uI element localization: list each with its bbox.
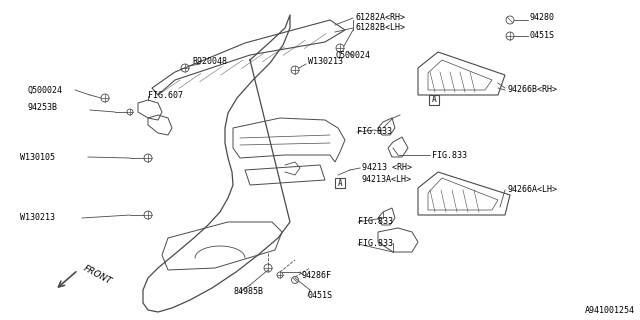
Text: A: A (338, 179, 342, 188)
Text: A: A (432, 95, 436, 105)
Text: W130105: W130105 (20, 153, 55, 162)
Text: Q500024: Q500024 (28, 85, 63, 94)
Text: R920048: R920048 (192, 58, 227, 67)
Text: 94253B: 94253B (28, 103, 58, 113)
Text: W130213: W130213 (308, 58, 343, 67)
Text: A941001254: A941001254 (585, 306, 635, 315)
Bar (335, 178, 345, 188)
Text: 94213 <RH>: 94213 <RH> (362, 164, 412, 172)
Text: 94280: 94280 (530, 13, 555, 22)
Text: 0451S: 0451S (530, 30, 555, 39)
Text: FIG.833: FIG.833 (358, 218, 393, 227)
Text: W130213: W130213 (20, 213, 55, 222)
Text: FIG.833: FIG.833 (358, 239, 393, 249)
Text: Q500024: Q500024 (335, 51, 370, 60)
Text: FRONT: FRONT (82, 264, 113, 286)
Text: FIG.607: FIG.607 (148, 92, 183, 100)
Bar (429, 95, 439, 105)
Text: 94213A<LH>: 94213A<LH> (362, 175, 412, 185)
Text: 0451S: 0451S (308, 292, 333, 300)
Text: FIG.833: FIG.833 (432, 150, 467, 159)
Text: FIG.833: FIG.833 (357, 127, 392, 137)
Text: 94286F: 94286F (302, 270, 332, 279)
Text: 84985B: 84985B (233, 287, 263, 297)
Text: 94266B<RH>: 94266B<RH> (508, 85, 558, 94)
Text: 94266A<LH>: 94266A<LH> (508, 186, 558, 195)
Text: 61282A<RH>: 61282A<RH> (355, 12, 405, 21)
Text: 61282B<LH>: 61282B<LH> (355, 22, 405, 31)
